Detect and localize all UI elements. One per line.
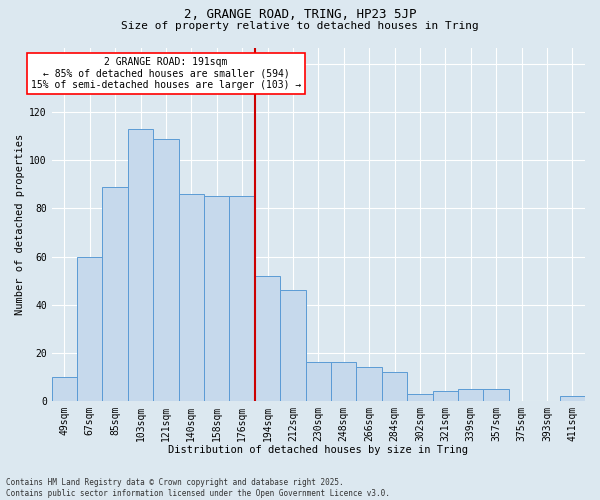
Bar [305, 362, 331, 401]
Bar [356, 367, 382, 400]
Bar [255, 276, 280, 400]
Text: 2 GRANGE ROAD: 191sqm
← 85% of detached houses are smaller (594)
15% of semi-det: 2 GRANGE ROAD: 191sqm ← 85% of detached … [31, 57, 301, 90]
Bar [382, 372, 407, 400]
Bar [458, 388, 484, 400]
Bar [179, 194, 204, 400]
Bar [560, 396, 585, 400]
Bar [204, 196, 229, 400]
Y-axis label: Number of detached properties: Number of detached properties [15, 134, 25, 314]
Bar [153, 139, 179, 400]
Bar [77, 256, 103, 400]
Bar [128, 129, 153, 400]
Bar [433, 391, 458, 400]
Bar [280, 290, 305, 401]
X-axis label: Distribution of detached houses by size in Tring: Distribution of detached houses by size … [169, 445, 469, 455]
Bar [407, 394, 433, 400]
Bar [331, 362, 356, 401]
Bar [484, 388, 509, 400]
Bar [103, 187, 128, 400]
Text: Size of property relative to detached houses in Tring: Size of property relative to detached ho… [121, 21, 479, 31]
Bar [229, 196, 255, 400]
Bar [52, 376, 77, 400]
Text: Contains HM Land Registry data © Crown copyright and database right 2025.
Contai: Contains HM Land Registry data © Crown c… [6, 478, 390, 498]
Text: 2, GRANGE ROAD, TRING, HP23 5JP: 2, GRANGE ROAD, TRING, HP23 5JP [184, 8, 416, 20]
